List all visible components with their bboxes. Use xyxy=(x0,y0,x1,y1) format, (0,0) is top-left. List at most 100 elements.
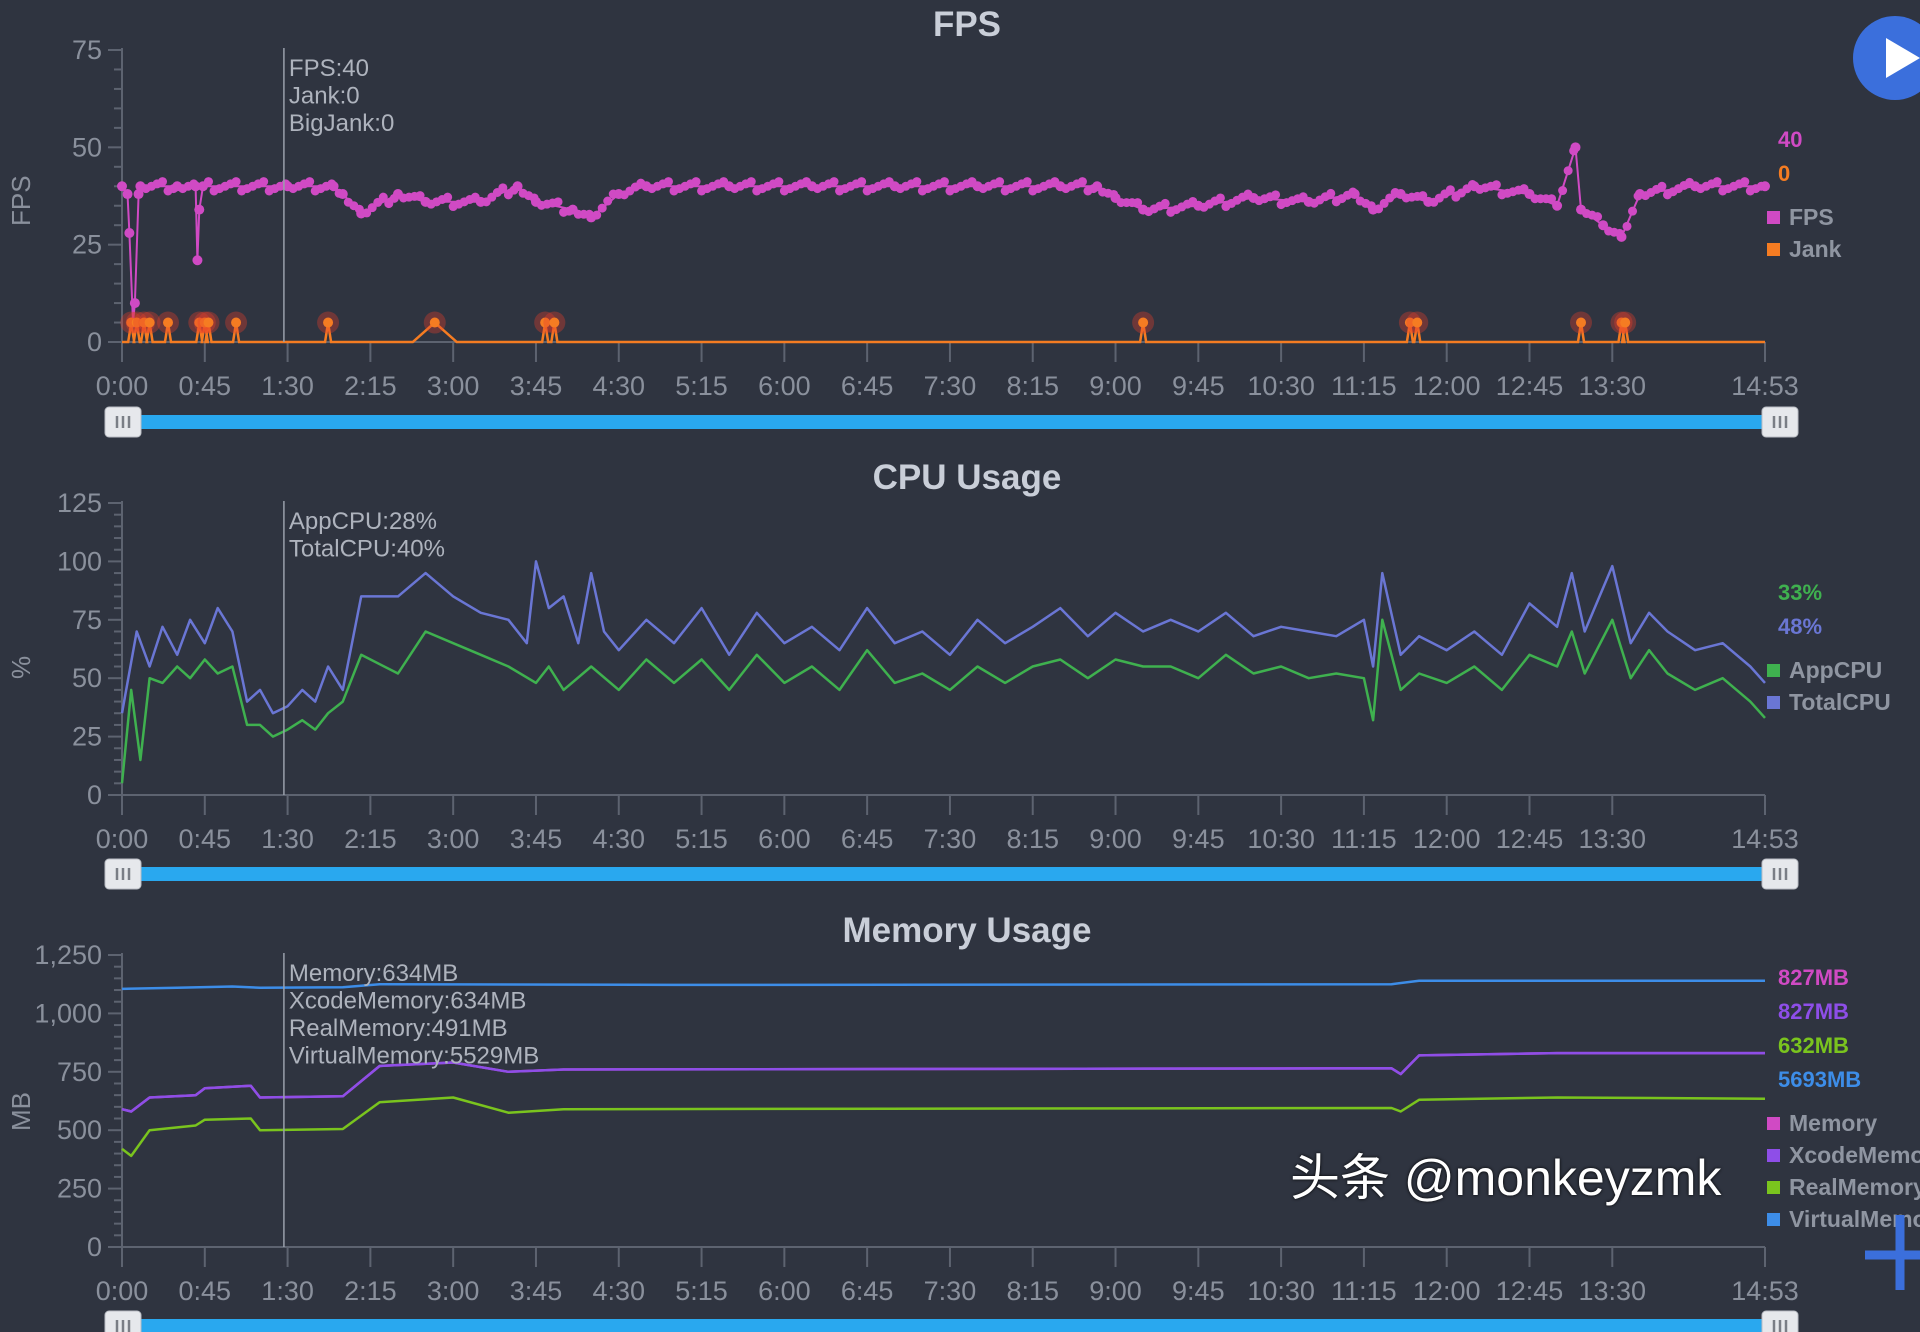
legend-item-jank[interactable]: Jank xyxy=(1767,236,1842,262)
data-point xyxy=(553,197,563,207)
legend-label: AppCPU xyxy=(1789,657,1882,683)
x-tick-label: 3:00 xyxy=(427,1276,480,1306)
data-point xyxy=(1633,191,1643,201)
data-point xyxy=(1563,166,1573,176)
x-tick-label: 14:53 xyxy=(1731,371,1799,401)
jank-point xyxy=(549,317,560,328)
x-tick-label: 4:30 xyxy=(592,371,645,401)
data-point xyxy=(801,177,811,187)
current-value: 827MB xyxy=(1778,999,1849,1024)
play-button[interactable] xyxy=(1853,16,1920,100)
legend-item-xcodememory[interactable]: XcodeMemory xyxy=(1767,1142,1920,1168)
data-point xyxy=(1740,177,1750,187)
legend-item-realmemory[interactable]: RealMemory xyxy=(1767,1174,1920,1200)
data-point xyxy=(1326,188,1336,198)
legend-swatch xyxy=(1767,696,1780,709)
data-point xyxy=(1390,187,1400,197)
data-point xyxy=(1050,177,1060,187)
slider-handle-right[interactable] xyxy=(1761,406,1799,438)
data-point xyxy=(169,184,179,194)
slider-handle-left[interactable] xyxy=(104,858,142,890)
data-point xyxy=(912,177,922,187)
slider-track[interactable] xyxy=(132,1319,1785,1332)
x-tick-label: 3:45 xyxy=(510,371,563,401)
data-point xyxy=(133,189,144,200)
time-range-slider[interactable] xyxy=(104,406,1799,438)
slider-track[interactable] xyxy=(132,867,1785,881)
data-point xyxy=(305,177,315,187)
data-point xyxy=(1022,177,1032,187)
data-point xyxy=(1109,189,1119,199)
slider-handle-left[interactable] xyxy=(104,1310,142,1332)
legend-swatch xyxy=(1767,243,1780,256)
legend-swatch xyxy=(1767,1117,1780,1130)
x-tick-label: 9:00 xyxy=(1089,371,1142,401)
chart-title: CPU Usage xyxy=(873,458,1062,497)
x-tick-label: 9:45 xyxy=(1172,824,1225,854)
x-tick-label: 1:30 xyxy=(261,371,314,401)
x-tick-label: 9:00 xyxy=(1089,1276,1142,1306)
data-point xyxy=(829,177,839,187)
data-point xyxy=(584,209,594,219)
data-point xyxy=(1379,198,1389,208)
jank-point xyxy=(540,317,551,328)
y-axis-label: FPS xyxy=(6,175,36,226)
plus-icon xyxy=(1865,1215,1920,1290)
x-tick-label: 2:15 xyxy=(344,824,397,854)
tooltip-line: XcodeMemory:634MB xyxy=(289,988,526,1015)
legend-item-fps[interactable]: FPS xyxy=(1767,204,1834,230)
data-point xyxy=(1385,193,1395,203)
data-point xyxy=(124,227,135,238)
data-point xyxy=(603,196,613,206)
legend-label: TotalCPU xyxy=(1789,689,1891,715)
time-range-slider[interactable] xyxy=(104,858,1799,890)
series-line xyxy=(121,979,1765,991)
series-appcpu xyxy=(120,618,1766,784)
time-range-slider[interactable] xyxy=(104,1310,1799,1332)
legend-label: XcodeMemory xyxy=(1789,1142,1920,1168)
data-point xyxy=(117,181,127,192)
y-tick-label: 1,250 xyxy=(34,940,102,970)
data-point xyxy=(857,177,867,187)
legend-item-totalcpu[interactable]: TotalCPU xyxy=(1767,689,1891,715)
jank-point xyxy=(144,317,155,328)
data-point xyxy=(1215,193,1225,203)
current-value: 632MB xyxy=(1778,1033,1849,1058)
data-point xyxy=(189,179,199,189)
x-tick-label: 12:45 xyxy=(1496,824,1564,854)
legend-item-appcpu[interactable]: AppCPU xyxy=(1767,657,1882,683)
slider-handle-right[interactable] xyxy=(1761,1310,1799,1332)
slider-handle-left[interactable] xyxy=(104,406,142,438)
data-point xyxy=(1657,181,1667,191)
y-tick-label: 50 xyxy=(72,663,102,693)
data-point xyxy=(1593,212,1603,222)
y-tick-label: 50 xyxy=(72,132,102,162)
current-value: 5693MB xyxy=(1778,1067,1861,1092)
x-tick-label: 0:00 xyxy=(96,371,149,401)
x-tick-label: 11:15 xyxy=(1331,1276,1397,1306)
y-axis-label: MB xyxy=(6,1092,36,1131)
chart-0: FPS FPS 0 25 50 75 0:00 0:45 1:30 2:15 3:00 3:45 4:3… xyxy=(6,5,1842,438)
legend-label: Jank xyxy=(1789,236,1842,262)
data-point xyxy=(389,193,399,203)
x-tick-label: 8:15 xyxy=(1006,1276,1059,1306)
x-tick-label: 8:15 xyxy=(1006,824,1059,854)
x-tick-label: 6:45 xyxy=(841,371,894,401)
data-point xyxy=(1519,184,1529,194)
data-point xyxy=(1418,191,1428,201)
data-point xyxy=(1552,200,1563,211)
data-point xyxy=(1088,184,1098,194)
x-tick-label: 4:30 xyxy=(592,824,645,854)
data-point xyxy=(746,177,756,187)
slider-handle-right[interactable] xyxy=(1761,858,1799,890)
data-point xyxy=(597,203,607,213)
x-tick-label: 6:00 xyxy=(758,371,811,401)
x-tick-label: 2:15 xyxy=(344,1276,397,1306)
x-tick-label: 7:30 xyxy=(924,824,977,854)
x-tick-label: 6:00 xyxy=(758,824,811,854)
legend-item-memory[interactable]: Memory xyxy=(1767,1110,1877,1136)
slider-track[interactable] xyxy=(132,415,1785,429)
data-point xyxy=(129,298,140,309)
series-line xyxy=(121,1096,1766,1158)
current-value: 827MB xyxy=(1778,965,1849,990)
